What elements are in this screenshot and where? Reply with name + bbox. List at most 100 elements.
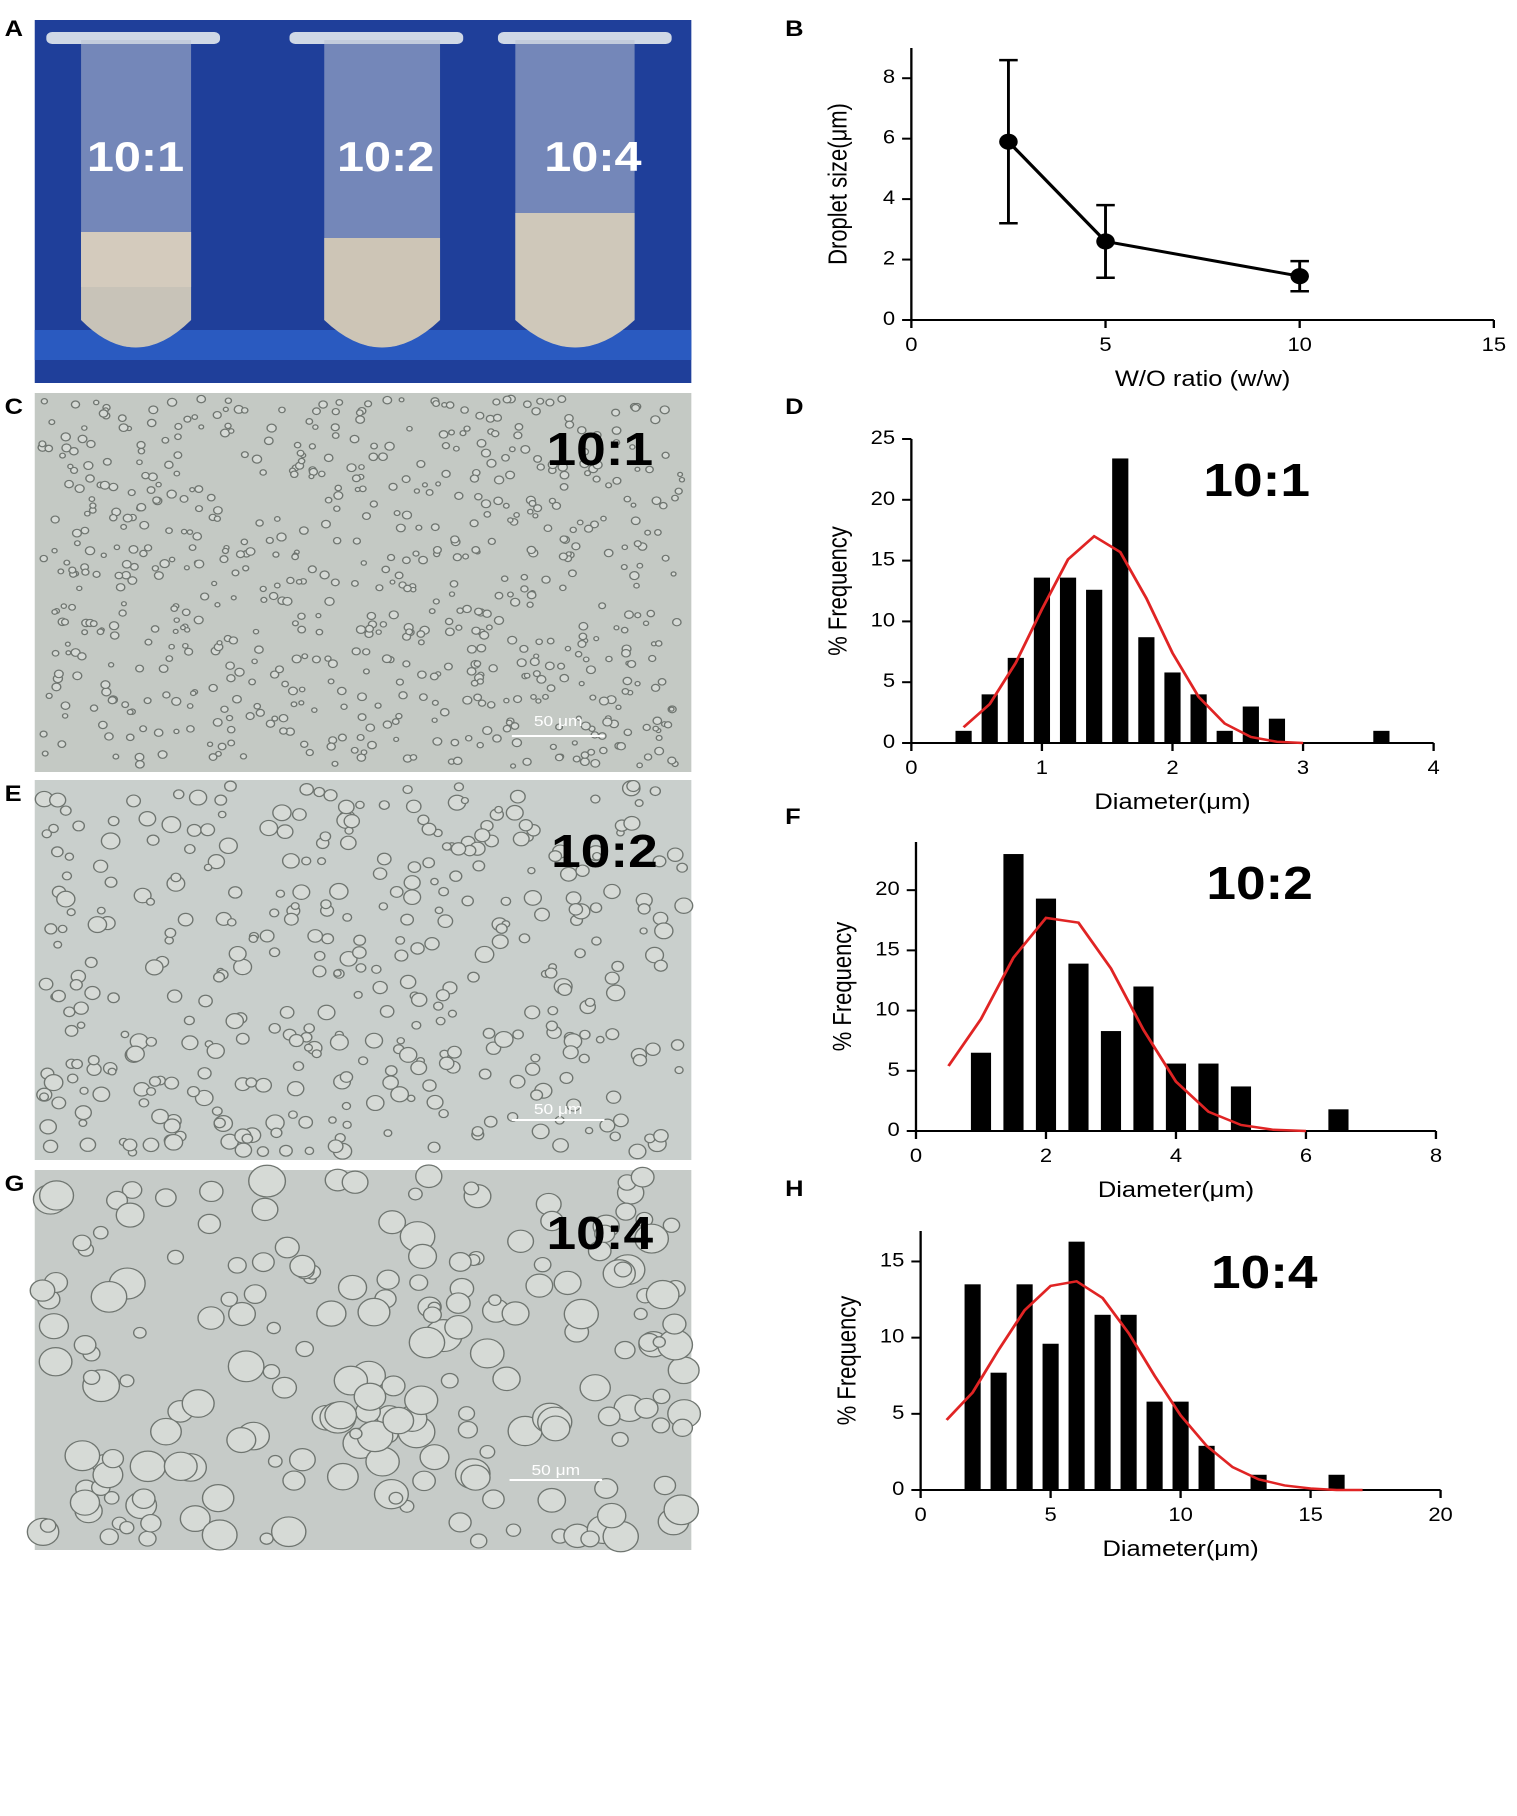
droplet [134,752,145,762]
droplet [173,728,180,735]
y-tick-label: 0 [888,1119,900,1140]
droplet [639,927,648,935]
droplet [402,660,411,668]
droplet [591,851,602,861]
droplet [77,434,88,444]
droplet [270,1516,307,1548]
droplet [181,1035,199,1051]
droplet [315,612,322,619]
droplet [479,1444,496,1459]
droplet [473,693,483,702]
droplet [529,657,540,667]
bar [1172,1401,1189,1490]
droplet [92,570,101,578]
droplet [298,526,309,535]
droplet [520,573,529,581]
droplet [122,1138,138,1152]
droplet [255,519,264,527]
droplet [92,1086,111,1102]
droplet [674,897,694,914]
y-tick-label: 5 [883,671,895,692]
droplet [173,470,181,477]
droplet [674,487,683,495]
panel-letter: H [785,1176,803,1201]
droplet [227,1350,265,1383]
droplet [118,609,127,617]
droplet [108,513,118,522]
droplet [629,444,636,450]
droplet [386,553,396,562]
droplet [375,584,384,592]
droplet [526,601,534,608]
droplet [211,580,218,587]
droplet [206,493,216,502]
droplet [378,902,389,911]
droplet [399,974,417,990]
droplet [381,1375,406,1397]
droplet [41,829,53,839]
droplet [657,677,667,686]
droplet [458,1406,476,1421]
droplet [507,635,518,645]
droplet [57,924,68,934]
droplet [461,895,474,907]
droplet [616,741,627,751]
tube-label: 10:1 [87,133,184,180]
droplet [127,489,136,497]
droplet [558,552,569,561]
droplet [454,491,464,500]
droplet [288,1448,316,1472]
droplet [630,516,641,526]
droplet [262,1364,281,1380]
droplet [79,1086,89,1095]
droplet [271,715,279,722]
droplet [206,741,214,748]
droplet [492,1366,521,1392]
droplet [494,591,504,600]
droplet [621,544,629,551]
droplet [444,1314,473,1340]
droplet [299,740,309,748]
droplet [159,559,170,569]
droplet [329,882,349,900]
droplet [448,1512,472,1533]
droplet [288,1033,305,1048]
droplet [432,400,441,408]
droplet [369,500,379,508]
droplet [578,680,585,687]
droplet [343,813,361,829]
droplet [471,1126,484,1137]
droplet [503,697,510,704]
droplet [473,660,482,668]
fit-curve [962,534,1304,745]
x-tick-label: 0 [910,1145,922,1166]
droplet [474,492,483,501]
bar [1033,577,1051,743]
bar [1059,577,1077,743]
droplet [122,513,133,523]
droplet [358,464,365,470]
droplet [434,906,444,915]
droplet [57,568,65,575]
droplet [445,1292,471,1314]
tube [289,32,464,348]
droplet [259,469,268,476]
droplet [605,482,613,489]
droplet [320,899,332,910]
droplet [87,1055,100,1066]
droplet [256,1146,270,1157]
y-tick-label: 10 [871,610,895,631]
droplet [666,847,684,862]
droplet [446,1045,462,1059]
droplet [298,1115,314,1129]
droplet [554,753,564,762]
droplet [297,457,306,465]
droplet [661,554,670,562]
droplet [120,601,127,607]
droplet [115,583,126,592]
droplet [589,902,603,914]
droplet [251,658,258,665]
droplet [522,400,532,409]
droplet [599,746,608,755]
droplet [120,523,128,530]
